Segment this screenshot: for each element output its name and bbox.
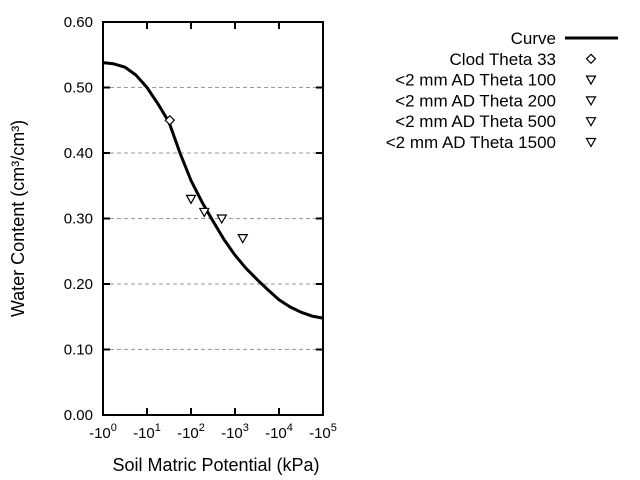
legend-entry: Clod Theta 33 <box>450 50 597 69</box>
y-tick-label: 0.20 <box>64 276 93 293</box>
data-point-triangle-down <box>237 234 249 244</box>
legend-entry: <2 mm AD Theta 200 <box>395 91 597 110</box>
x-tick-label: -100 <box>89 422 117 442</box>
data-point-triangle-down <box>216 214 228 225</box>
legend-entry: <2 mm AD Theta 100 <box>395 71 597 90</box>
data-point-triangle-down <box>198 207 210 218</box>
legend-entry: <2 mm AD Theta 1500 <box>386 133 597 152</box>
x-tick-label: -101 <box>133 422 161 442</box>
x-tick-label: -102 <box>177 422 205 442</box>
y-tick-label: 0.60 <box>64 14 93 31</box>
legend-label: <2 mm AD Theta 500 <box>395 112 556 131</box>
y-tick-label: 0.40 <box>64 145 93 162</box>
legend-label: <2 mm AD Theta 100 <box>395 71 556 90</box>
y-tick-label: 0.30 <box>64 211 93 228</box>
x-tick-label: -105 <box>309 422 337 442</box>
y-axis-title: Water Content (cm³/cm³) <box>8 120 28 317</box>
legend-label: <2 mm AD Theta 200 <box>395 91 556 110</box>
legend-marker-triangle-down <box>585 137 597 148</box>
x-tick-label: -104 <box>265 422 293 442</box>
legend-entry: Curve <box>511 29 618 48</box>
x-axis-title: Soil Matric Potential (kPa) <box>112 455 319 475</box>
legend-label: Clod Theta 33 <box>450 50 556 69</box>
legend-label: Curve <box>511 29 556 48</box>
data-point-triangle-down <box>185 194 197 205</box>
legend-marker-diamond <box>585 53 597 65</box>
y-tick-label: 0.10 <box>64 342 93 359</box>
legend-entry: <2 mm AD Theta 500 <box>395 112 597 131</box>
legend-marker-triangle-down <box>585 117 597 127</box>
y-tick-label: 0.50 <box>64 80 93 97</box>
legend-label: <2 mm AD Theta 1500 <box>386 133 556 152</box>
x-tick-label: -103 <box>221 422 249 442</box>
curve-line <box>102 61 324 320</box>
legend-marker-triangle-down <box>585 75 597 86</box>
y-tick-label: 0.00 <box>64 407 93 424</box>
legend-marker-triangle-down <box>585 96 597 107</box>
data-point-diamond <box>164 114 176 126</box>
